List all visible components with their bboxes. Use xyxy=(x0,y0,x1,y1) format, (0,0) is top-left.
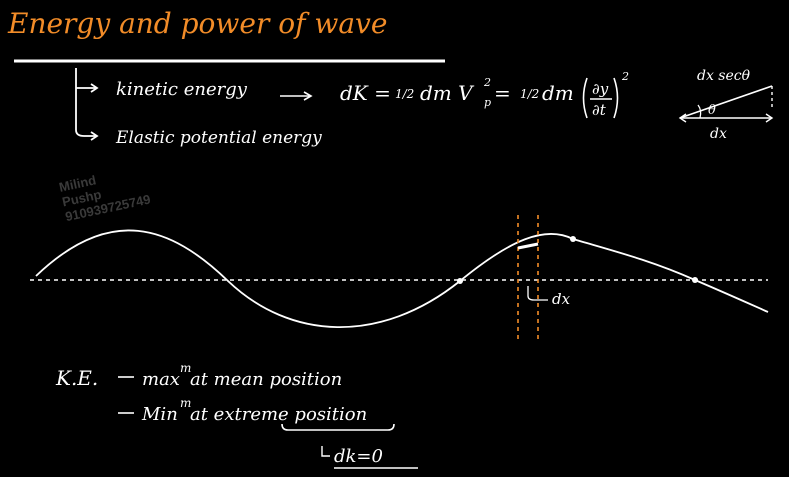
dx-pointer xyxy=(527,286,548,301)
notes-line1-max: max xyxy=(142,369,180,390)
formula-eq2: = xyxy=(494,81,511,105)
formula-paren-right xyxy=(613,77,619,119)
conclusion-dk-zero: dk=0 xyxy=(334,446,383,467)
triangle-arrowhead-right xyxy=(765,113,774,123)
wave-element-segment xyxy=(517,242,539,250)
wave-diagram: dx xyxy=(30,215,769,340)
wave-point-crest xyxy=(570,236,576,242)
formula-square-1: 2 xyxy=(483,76,491,89)
formula-half-2: 1/2 xyxy=(520,87,539,101)
branch-arrowhead-kinetic xyxy=(90,83,99,93)
extreme-position-underbrace xyxy=(281,423,395,431)
watermark: Milind Pushp 910939725749 xyxy=(58,172,152,224)
formula-half-1: 1/2 xyxy=(395,87,414,101)
formula-arrowhead xyxy=(303,91,313,101)
triangle-angle-label: θ xyxy=(708,103,716,118)
conclusion-pointer xyxy=(321,446,330,457)
elastic-energy-label: Elastic potential energy xyxy=(115,128,322,148)
notes-line2-min: Min xyxy=(141,404,178,425)
page-title: Energy and power of wave xyxy=(7,7,387,40)
branch-bracket xyxy=(75,68,96,137)
triangle-sketch: dx secθ θ dx xyxy=(678,68,774,142)
formula-lhs: dK = xyxy=(340,81,391,105)
triangle-arrowhead-left xyxy=(678,113,687,123)
branch-arrowhead-elastic xyxy=(90,131,99,141)
formula-paren-left xyxy=(582,77,588,119)
wave-point-mean-1 xyxy=(457,278,463,284)
dx-label: dx xyxy=(552,290,571,308)
notes-ke: K.E. xyxy=(55,366,98,390)
wave-curve xyxy=(35,229,769,328)
triangle-angle-arc xyxy=(697,104,702,119)
kinetic-energy-label: kinetic energy xyxy=(116,79,248,100)
formula-mid: dm V xyxy=(420,81,475,105)
formula-dt: ∂t xyxy=(592,101,607,119)
notes-line1-sup: m xyxy=(180,361,191,375)
formula-dy: ∂y xyxy=(592,80,609,98)
formula-square-2: 2 xyxy=(621,70,629,83)
notes-line2-rest: at extreme position xyxy=(190,404,367,425)
notes-line1-rest: at mean position xyxy=(190,369,342,390)
formula-sub-p: p xyxy=(484,96,491,109)
triangle-hypotenuse xyxy=(679,85,773,119)
triangle-base-label: dx xyxy=(710,126,727,142)
wave-point-mean-2 xyxy=(692,277,698,283)
kinetic-energy-formula: dK = 1/2 dm V p 2 = 1/2 dm ∂y ∂t 2 xyxy=(340,70,629,119)
notes-line2-sup: m xyxy=(180,396,191,410)
triangle-hypotenuse-label: dx secθ xyxy=(697,68,751,84)
notes: K.E. max m at mean position Min m at ext… xyxy=(55,361,418,469)
formula-mid2: dm xyxy=(542,81,574,105)
